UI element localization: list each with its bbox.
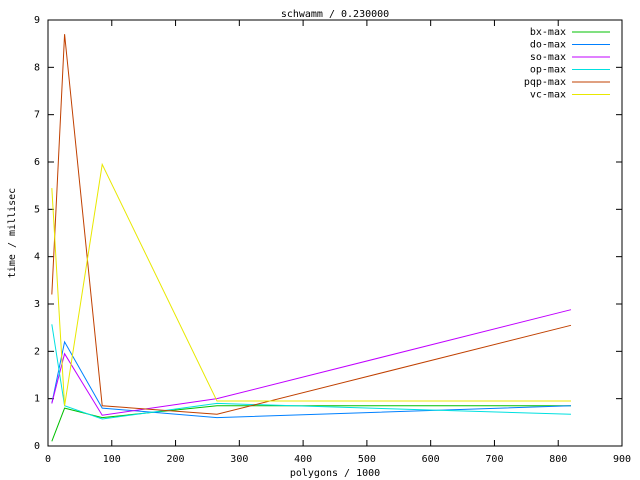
legend-label: so-max	[530, 52, 566, 63]
chart-title: schwamm / 0.230000	[281, 9, 389, 20]
y-tick-label: 7	[34, 110, 40, 121]
x-tick-label: 0	[45, 454, 51, 465]
y-tick-label: 3	[34, 299, 40, 310]
x-tick-label: 200	[167, 454, 185, 465]
x-tick-label: 800	[549, 454, 567, 465]
x-tick-label: 600	[422, 454, 440, 465]
x-tick-label: 900	[613, 454, 631, 465]
y-tick-label: 1	[34, 394, 40, 405]
series-line	[51, 34, 572, 415]
y-tick-label: 0	[34, 441, 40, 452]
y-tick-label: 4	[34, 252, 40, 263]
y-tick-label: 8	[34, 62, 40, 73]
y-tick-label: 2	[34, 346, 40, 357]
legend-label: pqp-max	[524, 77, 566, 88]
series-line	[51, 405, 571, 442]
x-tick-label: 100	[103, 454, 121, 465]
legend-label: do-max	[530, 40, 566, 51]
x-tick-label: 300	[230, 454, 248, 465]
x-tick-label: 500	[358, 454, 376, 465]
y-axis-label: time / millisec	[7, 188, 18, 278]
legend-label: vc-max	[530, 90, 566, 101]
series-line	[51, 309, 572, 416]
legend-label: bx-max	[530, 27, 566, 38]
x-axis-label: polygons / 1000	[290, 468, 380, 479]
plot-frame	[47, 19, 623, 447]
y-tick-label: 9	[34, 15, 40, 26]
y-tick-label: 5	[34, 204, 40, 215]
legend-label: op-max	[530, 65, 566, 76]
series-line	[51, 324, 571, 420]
y-tick-label: 6	[34, 157, 40, 168]
series-line	[51, 340, 571, 419]
x-tick-label: 400	[294, 454, 312, 465]
series-line	[51, 162, 571, 406]
x-tick-label: 700	[485, 454, 503, 465]
